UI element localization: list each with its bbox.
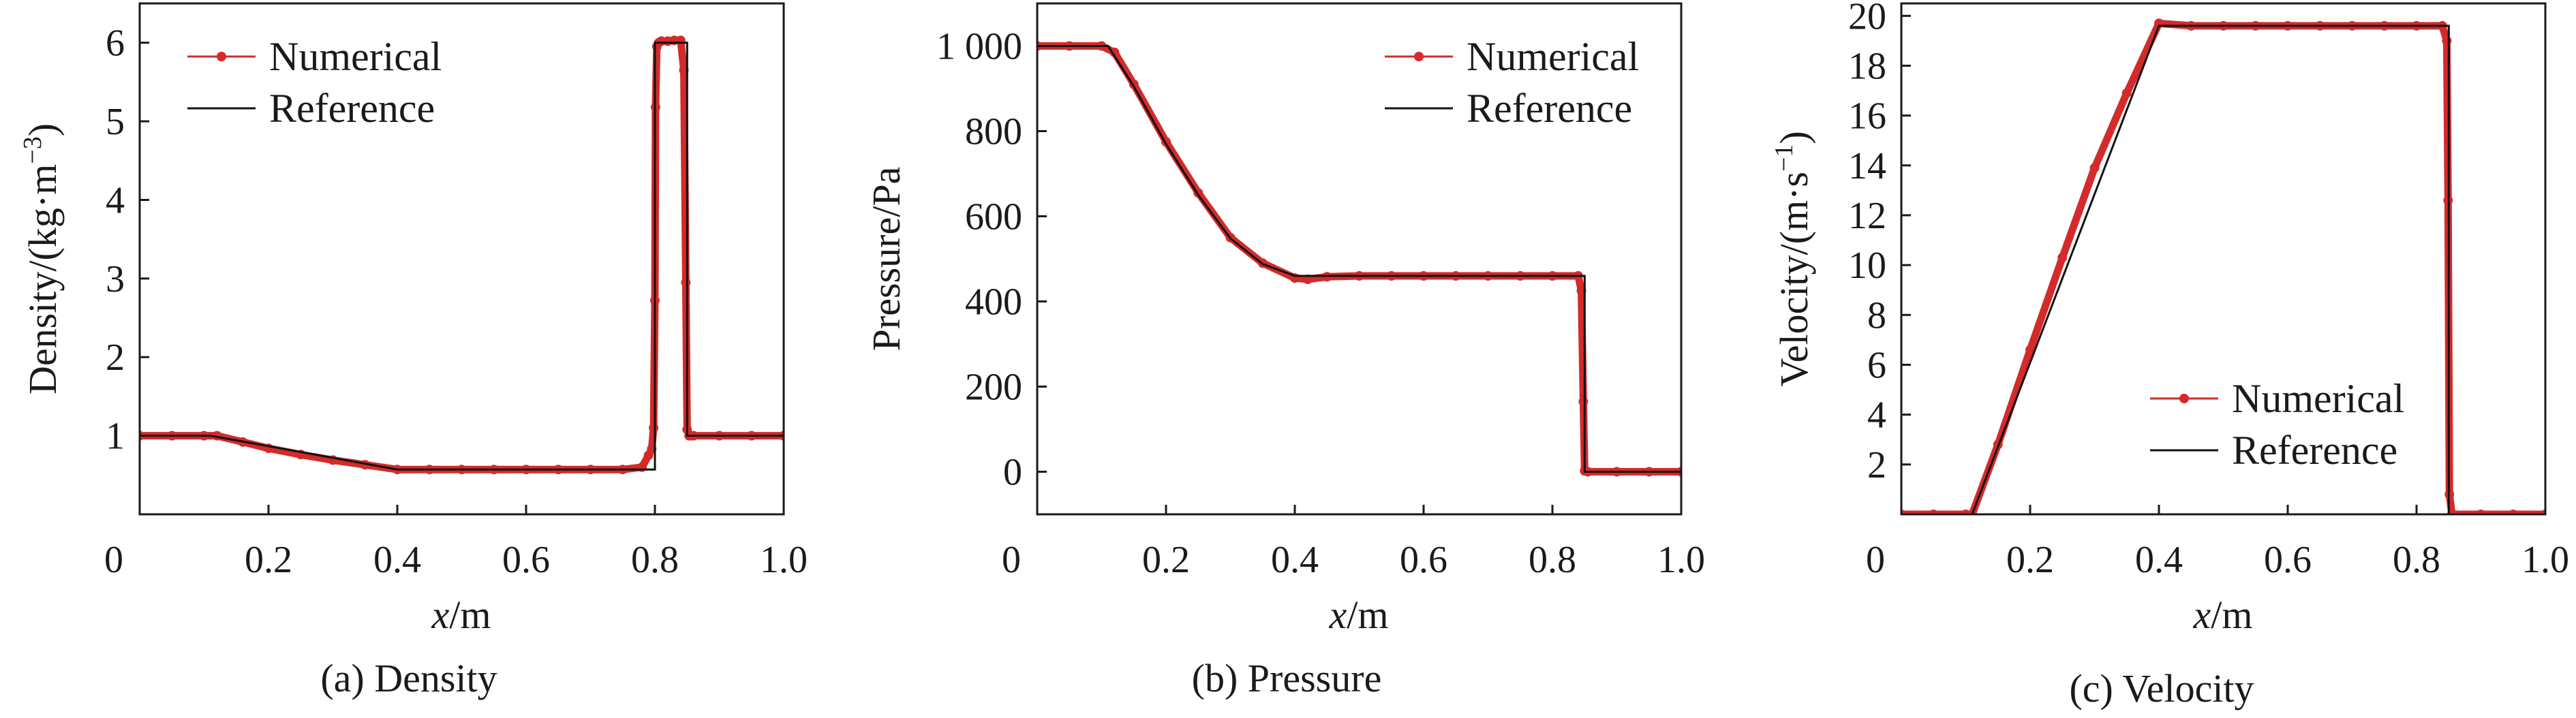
density-y-tick-label: 6 (106, 22, 125, 65)
velocity-y-tick-label: 4 (1867, 394, 1886, 437)
velocity-x-tick-label: 0.6 (2264, 539, 2312, 581)
velocity-numerical-point (2089, 163, 2100, 173)
pressure-y-tick-label: 800 (965, 111, 1022, 153)
density-x-tick-label: 0.6 (502, 539, 550, 581)
pressure-x-tick-label: 0.6 (1400, 539, 1447, 581)
density-reference-series (140, 42, 784, 471)
pressure-reference-series (1037, 45, 1681, 473)
velocity-y-tick-label: 20 (1848, 0, 1886, 37)
velocity-y-tick-label: 12 (1848, 195, 1886, 237)
velocity-x-tick-label: 0.8 (2393, 539, 2440, 581)
density-y-tick-label: 4 (106, 179, 125, 221)
density-reference-line (140, 42, 784, 471)
velocity-numerical-point (1929, 510, 1939, 514)
velocity-y-tick-label: 18 (1848, 45, 1886, 87)
velocity-numerical-point (2541, 510, 2545, 514)
density-x-tick-label: 0.8 (631, 539, 679, 581)
pressure-y-tick-label: 200 (965, 366, 1022, 409)
density-caption: (a) Density (320, 656, 497, 700)
velocity-reference-series (1901, 25, 2545, 514)
velocity-legend: Numerical Reference (2150, 376, 2404, 473)
velocity-y-tick-label: 16 (1848, 95, 1886, 138)
pressure-legend-reference-label: Reference (1467, 86, 1632, 131)
pressure-y-tick-label: 400 (965, 281, 1022, 324)
pressure-plot-frame (1036, 2, 1683, 516)
velocity-x-tick-label: 1.0 (2521, 539, 2569, 581)
velocity-numerical-point (1901, 510, 1906, 514)
velocity-reference-line (1901, 25, 2545, 514)
pressure-x-tick-label: 0 (1002, 539, 1021, 581)
velocity-numerical-point (2442, 35, 2452, 46)
velocity-numerical-point (2025, 345, 2035, 355)
velocity-x-tick-label: 0.2 (2006, 539, 2054, 581)
velocity-tick-labels: 0 0.2 0.4 0.6 0.8 1.0 2 4 6 8 10 12 14 16 18 20 (1848, 0, 2569, 581)
pressure-legend: Numerical Reference (1385, 34, 1639, 131)
pressure-xlabel: x/m (1329, 593, 1389, 637)
pressure-legend-numerical-label: Numerical (1467, 34, 1639, 79)
pressure-x-tick-label: 0.2 (1142, 539, 1190, 581)
density-x-tick-label: 0 (104, 539, 123, 581)
velocity-x-tick-label: 0.4 (2135, 539, 2183, 581)
pressure-y-tick-label: 1 000 (936, 26, 1022, 68)
velocity-y-tick-label: 2 (1867, 444, 1886, 486)
density-numerical-point (681, 277, 691, 287)
pressure-tick-labels: 0 0.2 0.4 0.6 0.8 1.0 0 200 400 600 800 1 000 (936, 26, 1705, 582)
velocity-legend-numerical-label: Numerical (2232, 376, 2404, 421)
velocity-numerical-point (2476, 510, 2486, 514)
velocity-ylabel: Velocity/(m·s−1) (1770, 131, 1816, 386)
density-x-tick-label: 0.2 (245, 539, 292, 581)
velocity-numerical-series (1901, 18, 2545, 514)
velocity-numerical-point (2121, 88, 2132, 98)
density-y-tick-label: 3 (106, 258, 125, 300)
pressure-y-tick-label: 600 (965, 196, 1022, 238)
density-legend-numerical-marker (217, 52, 226, 61)
pressure-numerical-point (1578, 396, 1589, 407)
velocity-chart: 0 0.2 0.4 0.6 0.8 1.0 2 4 6 8 10 12 14 16 18 20 Velocit… (1770, 0, 2569, 711)
pressure-chart: 0 0.2 0.4 0.6 0.8 1.0 0 200 400 600 800 1 000 Press… (864, 2, 1705, 700)
density-xlabel: x/m (431, 593, 491, 637)
velocity-y-tick-label: 8 (1867, 294, 1886, 337)
pressure-caption: (b) Pressure (1192, 656, 1382, 700)
density-legend-reference-label: Reference (269, 86, 435, 131)
density-y-tick-label: 1 (106, 416, 125, 458)
velocity-y-tick-label: 14 (1848, 145, 1886, 187)
density-legend-numerical-label: Numerical (269, 34, 442, 79)
velocity-legend-numerical-marker (2179, 394, 2189, 403)
density-plot-frame (138, 2, 785, 516)
velocity-caption: (c) Velocity (2069, 666, 2254, 711)
density-y-tick-label: 2 (106, 337, 125, 379)
density-ylabel: Density/(kg·m−3) (18, 123, 65, 394)
velocity-plot-frame (1900, 2, 2547, 516)
density-x-tick-label: 1.0 (760, 539, 808, 581)
pressure-y-tick-label: 0 (1003, 452, 1022, 494)
density-legend: Numerical Reference (187, 34, 442, 131)
density-numerical-series (140, 35, 784, 475)
pressure-legend-numerical-marker (1414, 52, 1424, 61)
velocity-y-tick-label: 10 (1848, 245, 1886, 287)
velocity-legend-reference-label: Reference (2232, 428, 2397, 473)
pressure-reference-line (1037, 45, 1681, 473)
density-y-tick-label: 5 (106, 101, 125, 143)
density-numerical-point (649, 423, 659, 433)
pressure-x-tick-label: 0.4 (1271, 539, 1319, 581)
velocity-x-tick-label: 0 (1866, 539, 1885, 581)
velocity-numerical-point (2057, 253, 2068, 263)
pressure-x-tick-label: 0.8 (1529, 539, 1576, 581)
velocity-xlabel: x/m (2193, 593, 2253, 637)
pressure-numerical-point (1109, 47, 1120, 57)
velocity-numerical-point (2508, 510, 2518, 514)
density-tick-labels: 0 0.2 0.4 0.6 0.8 1.0 1 2 3 4 5 6 (104, 22, 808, 581)
pressure-x-tick-label: 1.0 (1657, 539, 1705, 581)
density-x-tick-label: 0.4 (373, 539, 421, 581)
pressure-ylabel: Pressure/Pa (864, 167, 908, 352)
velocity-y-tick-label: 6 (1867, 344, 1886, 386)
